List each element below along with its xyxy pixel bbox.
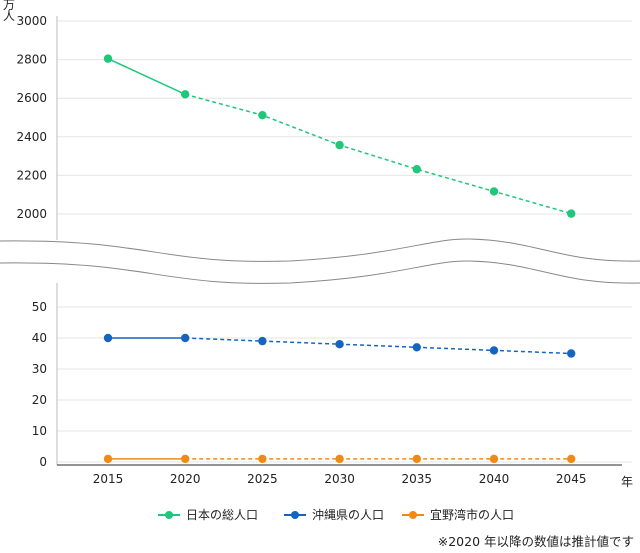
x-tick-label: 2020 — [170, 472, 201, 486]
y-tick-label: 2400 — [16, 130, 47, 144]
x-tick-label: 2015 — [93, 472, 124, 486]
data-point — [258, 110, 267, 120]
x-axis-unit: 年 — [621, 475, 634, 489]
data-point — [258, 454, 267, 464]
data-point — [103, 333, 113, 343]
data-point — [489, 454, 499, 464]
y-tick-label: 20 — [32, 393, 47, 407]
x-tick-label: 2030 — [324, 472, 355, 486]
y-tick-label: 2800 — [16, 53, 47, 67]
axis-break — [0, 238, 640, 284]
x-tick-label: 2040 — [479, 472, 510, 486]
series-line-estimate — [185, 93, 572, 215]
series-line-estimate — [185, 337, 572, 355]
grid-lines — [57, 20, 632, 463]
data-point — [335, 454, 344, 464]
x-tick-labels: 2015 2020 2025 2030 2035 2040 2045 — [93, 472, 587, 486]
series-line-actual — [107, 57, 186, 96]
data-point — [489, 187, 499, 196]
y-tick-label: 3000 — [16, 14, 47, 28]
legend: 日本の総人口 沖縄県の人口 宜野湾市の人口 — [0, 505, 640, 525]
data-point — [567, 454, 576, 464]
data-point — [335, 140, 344, 150]
x-tick-label: 2045 — [556, 472, 587, 486]
data-point — [489, 346, 499, 355]
y-tick-label: 50 — [32, 300, 47, 314]
line-chart: 3000 2800 2600 2400 2200 2000 50 40 30 20 10 0 2015… — [0, 14, 640, 486]
estimate-note: ※2020 年以降の数値は推計値です — [437, 534, 634, 549]
data-point — [412, 343, 421, 352]
legend-dot-okinawa — [291, 511, 299, 519]
data-point — [181, 454, 190, 464]
data-point — [181, 333, 190, 343]
axes — [56, 16, 622, 466]
y-tick-label: 2000 — [16, 207, 47, 221]
legend-label-okinawa: 沖縄県の人口 — [312, 508, 385, 522]
data-point — [567, 209, 576, 218]
x-tick-label: 2025 — [247, 472, 278, 486]
axis-break-line — [0, 260, 640, 284]
series-group — [103, 54, 576, 464]
legend-dot-ginowan — [409, 511, 417, 519]
y-tick-labels: 3000 2800 2600 2400 2200 2000 50 40 30 20 10 0 — [16, 14, 47, 469]
data-point — [335, 340, 344, 349]
data-point — [412, 165, 421, 174]
y-tick-label: 0 — [39, 455, 47, 469]
x-tick-label: 2035 — [402, 472, 433, 486]
data-point — [103, 54, 113, 63]
y-tick-label: 30 — [32, 362, 47, 376]
y-tick-label: 40 — [32, 331, 47, 345]
y-tick-label: 2600 — [16, 91, 47, 105]
legend-label-ginowan: 宜野湾市の人口 — [430, 508, 515, 522]
y-axis-unit: 万人 — [3, 0, 16, 23]
data-point — [181, 90, 190, 99]
data-point — [103, 454, 113, 464]
y-tick-label: 10 — [32, 424, 47, 438]
legend-label-japan: 日本の総人口 — [186, 508, 259, 522]
data-point — [258, 336, 267, 346]
data-point — [412, 454, 421, 464]
legend-dot-japan — [165, 511, 173, 519]
axis-break-line — [0, 238, 640, 262]
y-tick-label: 2200 — [16, 168, 47, 182]
data-point — [567, 349, 576, 358]
